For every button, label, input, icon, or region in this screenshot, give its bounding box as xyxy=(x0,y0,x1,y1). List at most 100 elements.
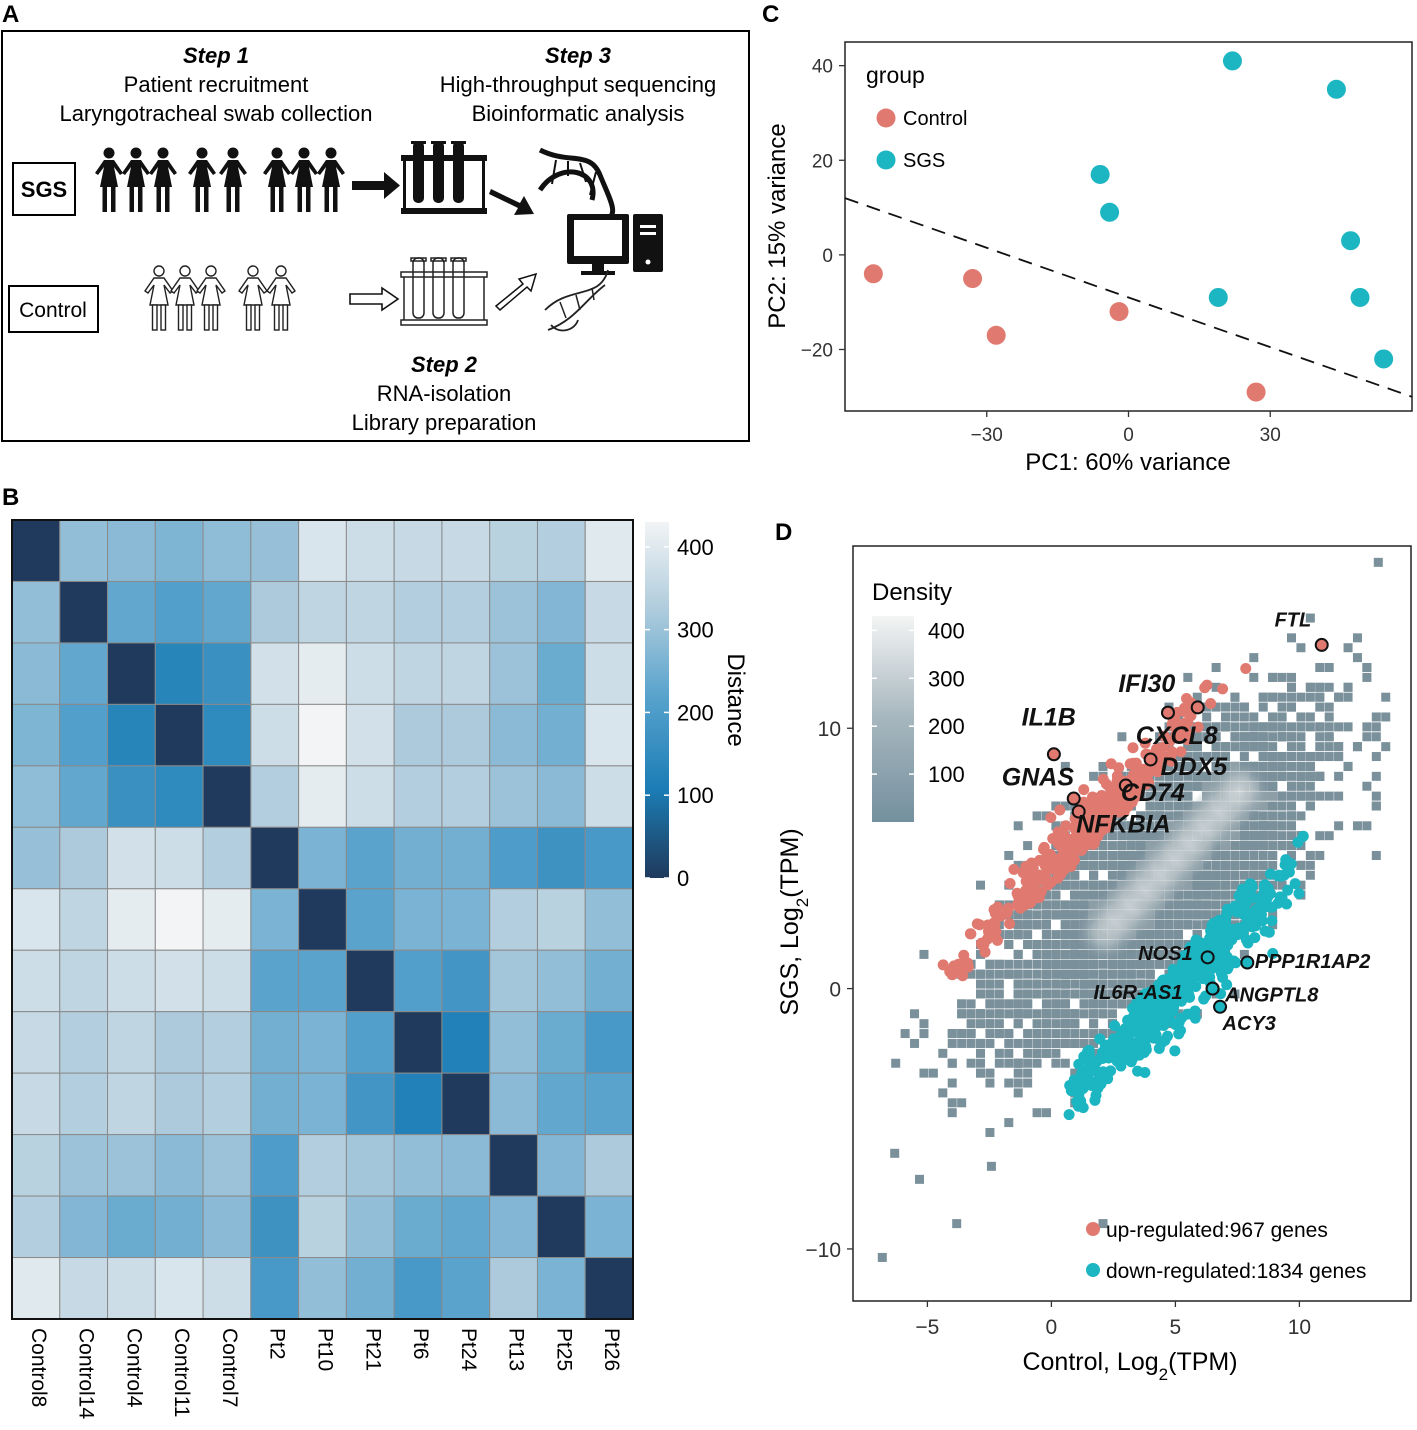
density-bin xyxy=(1277,880,1287,890)
density-bin xyxy=(1070,1009,1080,1019)
density-bin xyxy=(1032,979,1042,989)
up-regulated-point xyxy=(1038,841,1050,853)
down-regulated-point xyxy=(1221,979,1233,991)
density-bin xyxy=(1315,791,1325,801)
density-bin xyxy=(1249,742,1259,752)
up-regulated-point xyxy=(1008,863,1020,875)
heatmap-cell xyxy=(250,1195,300,1259)
density-bin xyxy=(1334,791,1344,801)
density-bin xyxy=(1070,1068,1080,1078)
density-bin xyxy=(966,1009,976,1019)
density-bin xyxy=(1079,1038,1089,1048)
down-regulated-point xyxy=(1188,969,1200,981)
density-bin xyxy=(1098,999,1108,1009)
heatmap-cell xyxy=(202,888,252,951)
density-bin xyxy=(1023,841,1033,851)
heatmap-cell xyxy=(59,580,109,644)
density-bin xyxy=(1079,1009,1089,1019)
pca-x-tick-label: 30 xyxy=(1260,425,1281,446)
heatmap-cell xyxy=(154,1195,204,1259)
heatmap-cell xyxy=(441,765,491,828)
density-bin xyxy=(1004,850,1014,860)
density-ridge xyxy=(1209,760,1270,821)
density-bin xyxy=(1249,672,1259,682)
density-bin xyxy=(976,880,986,890)
density-bin xyxy=(1041,890,1051,900)
gene-label: IL1B xyxy=(1022,704,1076,732)
density-bin xyxy=(1089,979,1099,989)
density-bin xyxy=(1098,880,1108,890)
density-bin xyxy=(966,1019,976,1029)
density-bin xyxy=(1145,959,1155,969)
up-regulated-point xyxy=(1205,697,1217,709)
density-bin xyxy=(1032,989,1042,999)
heatmap-cell xyxy=(536,949,586,1013)
density-bin xyxy=(1173,791,1183,801)
down-regulated-point xyxy=(1265,901,1277,913)
density-bin xyxy=(1183,920,1193,930)
heatmap-cell xyxy=(393,949,443,1013)
density-bin xyxy=(1023,1029,1033,1039)
regulation-legend-swatch xyxy=(1086,1222,1100,1236)
pca-point-sgs xyxy=(1350,287,1370,307)
density-bin xyxy=(1107,969,1117,979)
panel-b: B Control8 Control14 Control4 Control11 Cont… xyxy=(2,484,749,1419)
density-bin xyxy=(1277,811,1287,821)
heatmap-cell xyxy=(250,765,300,828)
heatmap-cell xyxy=(536,1011,586,1074)
density-bin xyxy=(1051,1048,1061,1058)
density-bin xyxy=(1192,900,1202,910)
density-bin xyxy=(1117,831,1127,841)
regulation-legend-swatch xyxy=(1086,1263,1100,1277)
density-bin xyxy=(1051,979,1061,989)
density-bin xyxy=(1032,959,1042,969)
heatmap-cell xyxy=(11,1072,61,1136)
density-bin xyxy=(1136,811,1146,821)
density-bin xyxy=(1277,712,1287,722)
heatmap-cell xyxy=(154,642,204,705)
down-regulated-point xyxy=(1198,993,1210,1005)
density-bin xyxy=(1079,979,1089,989)
up-regulated-point xyxy=(988,904,1000,916)
density-bin xyxy=(1183,791,1193,801)
density-bin xyxy=(1013,1068,1023,1078)
density-bin xyxy=(1145,801,1155,811)
density-bin xyxy=(985,999,995,1009)
density-bin xyxy=(1230,870,1240,880)
step2-line1: RNA-isolation xyxy=(377,381,512,406)
density-bin xyxy=(994,1019,1004,1029)
density-bin xyxy=(994,1048,1004,1058)
ma-y-tick-label: −10 xyxy=(805,1239,841,1262)
heatmap-cell xyxy=(59,642,109,705)
density-bin xyxy=(1287,850,1296,860)
density-bin xyxy=(1381,692,1391,702)
density-bin xyxy=(1060,1038,1070,1048)
density-bin xyxy=(1089,989,1099,999)
heatmap-cell xyxy=(11,765,61,828)
panel-letter-c: C xyxy=(762,1,779,28)
density-bin xyxy=(1060,940,1070,950)
density-layer xyxy=(877,557,1391,1262)
density-bin xyxy=(1107,999,1117,1009)
density-bin xyxy=(1258,841,1268,851)
density-bin xyxy=(1192,910,1202,920)
up-regulated-point xyxy=(1166,746,1178,758)
density-bin xyxy=(1089,870,1099,880)
up-regulated-point xyxy=(1113,762,1125,774)
density-bin xyxy=(1070,930,1080,940)
step3-title: Step 3 xyxy=(545,43,611,68)
heatmap-cell xyxy=(345,642,395,705)
step1-line2: Laryngotracheal swab collection xyxy=(59,101,372,126)
density-bin xyxy=(1239,712,1249,722)
density-bin xyxy=(1249,821,1259,831)
density-bin xyxy=(1334,821,1344,831)
density-bin xyxy=(1136,841,1146,851)
pca-y-tick-label: 20 xyxy=(812,151,833,172)
density-bin xyxy=(1004,1078,1014,1088)
density-bin xyxy=(1287,821,1296,831)
density-bin xyxy=(1155,811,1165,821)
density-bin xyxy=(1126,949,1136,959)
density-bin xyxy=(1239,722,1249,732)
density-bin xyxy=(1202,752,1212,762)
highlighted-gene-point xyxy=(1314,637,1329,652)
